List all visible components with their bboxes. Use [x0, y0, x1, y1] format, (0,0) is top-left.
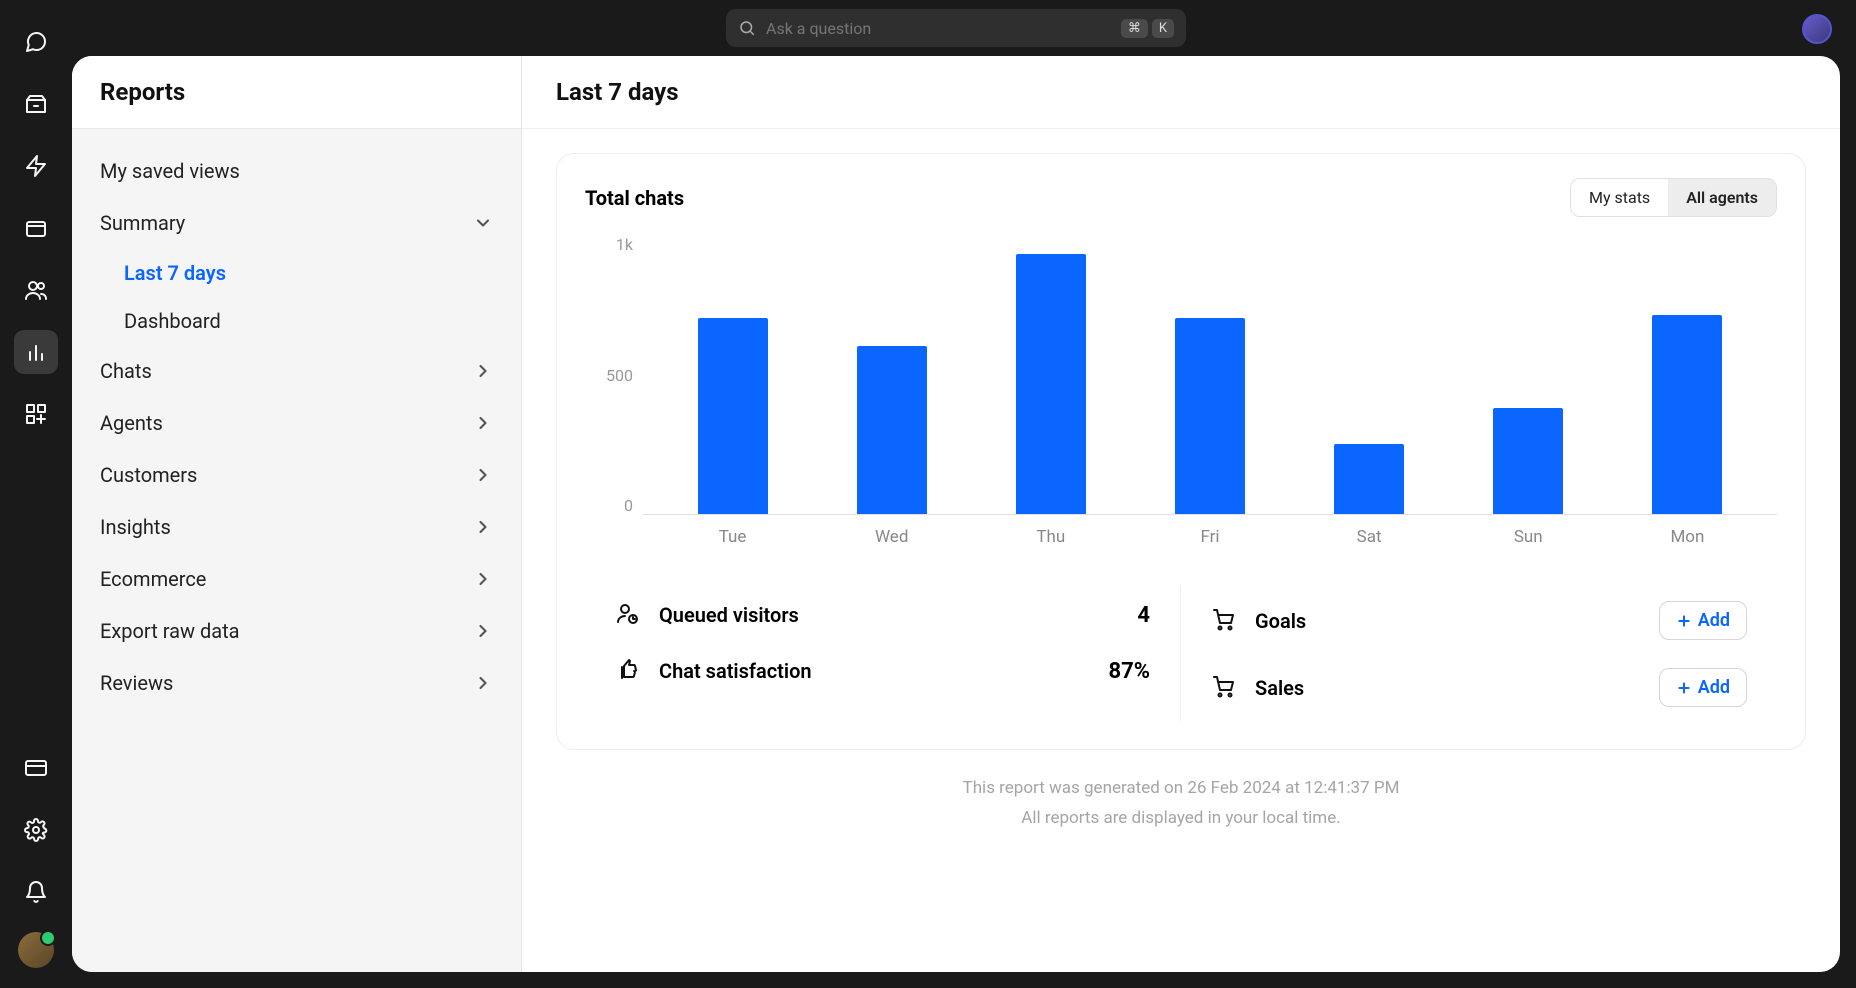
chart-x-axis: Tue Wed Thu Fri Sat Sun Mon — [585, 515, 1777, 547]
stat-goals: Goals Add — [1211, 587, 1747, 654]
xtick: Fri — [1175, 527, 1245, 547]
xtick: Tue — [698, 527, 768, 547]
bar-wed — [857, 346, 927, 514]
sidebar-export-raw-data[interactable]: Export raw data — [82, 605, 511, 657]
thumbs-icon — [615, 657, 643, 685]
rail-bar-chart-icon[interactable] — [14, 330, 58, 374]
ytick: 500 — [606, 366, 633, 385]
cart-icon — [1211, 607, 1239, 635]
xtick: Wed — [857, 527, 927, 547]
stat-chat-satisfaction: Chat satisfaction 87% — [615, 643, 1150, 699]
stat-value: 87% — [1108, 659, 1150, 684]
footer-generated: This report was generated on 26 Feb 2024… — [522, 760, 1840, 804]
rail-bell-icon[interactable] — [14, 870, 58, 914]
stats-left: Queued visitors 4 Chat satisfaction 87% — [585, 587, 1181, 721]
nav-rail — [0, 0, 72, 988]
stat-label: Chat satisfaction — [659, 659, 1092, 683]
rail-people-icon[interactable] — [14, 268, 58, 312]
rail-gear-icon[interactable] — [14, 808, 58, 852]
card-title: Total chats — [585, 186, 684, 210]
side-title: Reports — [72, 56, 521, 129]
xtick: Sun — [1493, 527, 1563, 547]
sidebar-reviews[interactable]: Reviews — [82, 657, 511, 709]
side-list: My saved viewsSummaryLast 7 daysDashboar… — [72, 129, 521, 725]
cart-icon — [1211, 674, 1239, 702]
search-box[interactable]: ⌘ K — [726, 9, 1186, 47]
xtick: Mon — [1652, 527, 1722, 547]
rail-chat-icon[interactable] — [14, 20, 58, 64]
queued-icon — [615, 601, 643, 629]
rail-card-icon[interactable] — [14, 746, 58, 790]
top-avatar[interactable] — [1802, 14, 1832, 44]
xtick: Sat — [1334, 527, 1404, 547]
sidebar-customers[interactable]: Customers — [82, 449, 511, 501]
topbar: ⌘ K — [72, 0, 1840, 56]
rail-archive-icon[interactable] — [14, 82, 58, 126]
search-icon — [738, 19, 756, 37]
sidebar-summary[interactable]: Summary — [82, 197, 511, 249]
bar-thu — [1016, 254, 1086, 514]
stat-label: Sales — [1255, 676, 1643, 700]
seg-all-agents[interactable]: All agents — [1668, 179, 1776, 216]
ytick: 0 — [624, 496, 633, 515]
stat-label: Queued visitors — [659, 603, 1121, 627]
sidebar-saved-views[interactable]: My saved views — [82, 145, 511, 197]
footer-tz: All reports are displayed in your local … — [522, 804, 1840, 848]
ytick: 1k — [616, 235, 633, 254]
search-input[interactable] — [766, 19, 1121, 38]
rail-avatar[interactable] — [18, 932, 54, 968]
stat-queued-visitors: Queued visitors 4 — [615, 587, 1150, 643]
search-shortcut: ⌘ K — [1121, 19, 1174, 38]
content: Last 7 days Total chats My stats All age… — [522, 56, 1840, 972]
add-sales-button[interactable]: Add — [1659, 668, 1747, 707]
sidebar-sub-dashboard[interactable]: Dashboard — [82, 297, 511, 345]
sidebar-agents[interactable]: Agents — [82, 397, 511, 449]
stat-sales: Sales Add — [1211, 654, 1747, 721]
bar-sat — [1334, 444, 1404, 514]
page-title: Last 7 days — [522, 56, 1840, 129]
xtick: Thu — [1016, 527, 1086, 547]
sidebar-insights[interactable]: Insights — [82, 501, 511, 553]
side-panel: Reports My saved viewsSummaryLast 7 days… — [72, 56, 522, 972]
bar-tue — [698, 318, 768, 514]
chart: 1k 500 0 — [585, 235, 1777, 515]
add-goals-button[interactable]: Add — [1659, 601, 1747, 640]
sidebar-sub-last-7-days[interactable]: Last 7 days — [82, 249, 511, 297]
stats-right: Goals Add Sales Add — [1181, 587, 1777, 721]
sidebar-chats[interactable]: Chats — [82, 345, 511, 397]
bar-sun — [1493, 408, 1563, 514]
rail-box-icon[interactable] — [14, 206, 58, 250]
chart-bars — [643, 235, 1777, 515]
sidebar-ecommerce[interactable]: Ecommerce — [82, 553, 511, 605]
bar-fri — [1175, 318, 1245, 514]
rail-bolt-icon[interactable] — [14, 144, 58, 188]
rail-grid-icon[interactable] — [14, 392, 58, 436]
main-surface: Reports My saved viewsSummaryLast 7 days… — [72, 56, 1840, 972]
total-chats-card: Total chats My stats All agents 1k 500 0 T… — [556, 153, 1806, 750]
bar-mon — [1652, 315, 1722, 514]
stat-value: 4 — [1137, 603, 1150, 628]
segmented-control: My stats All agents — [1570, 178, 1777, 217]
stats-grid: Queued visitors 4 Chat satisfaction 87% … — [585, 587, 1777, 721]
stat-label: Goals — [1255, 609, 1643, 633]
chart-y-axis: 1k 500 0 — [585, 235, 643, 515]
seg-my-stats[interactable]: My stats — [1571, 179, 1668, 216]
